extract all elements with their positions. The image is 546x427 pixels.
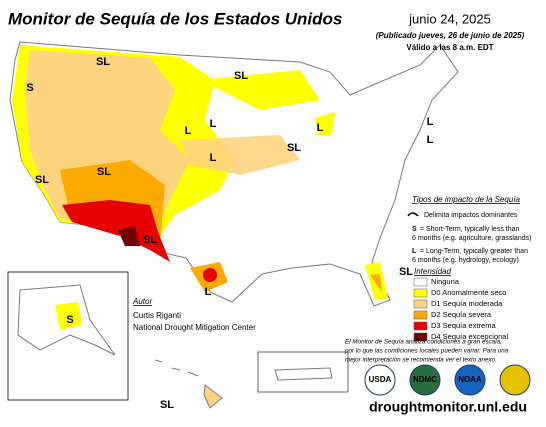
author-org: National Drought Mitigation Center — [133, 323, 256, 332]
long-text: = Long-Term, typically greater than — [420, 248, 528, 255]
short-text: = Short-Term, typically less than — [420, 226, 520, 233]
impact-title: Tipos de impacto de la Sequía — [412, 195, 521, 204]
d0-area — [200, 70, 320, 110]
legend-swatch — [413, 332, 428, 342]
legend-swatch — [413, 321, 428, 331]
hawaii — [154, 359, 223, 409]
d2-area — [370, 274, 382, 292]
logo-text: NOAA — [458, 375, 482, 384]
d1-area — [180, 135, 300, 175]
legend-label: D1 Sequía moderada — [431, 299, 503, 308]
short-text: 6 months (e.g. agriculture, grasslands) — [412, 235, 531, 242]
logo — [499, 364, 531, 396]
d0-area — [55, 302, 82, 330]
map-label: L — [210, 118, 217, 130]
legend-label: D2 Sequía severa — [431, 310, 492, 319]
logo-text: USDA — [369, 375, 392, 384]
intensity-title: Intensidad — [414, 267, 451, 276]
note: por lo que las condiciones locales puede… — [344, 348, 509, 355]
note: El Monitor de Sequía analiza condiciones… — [345, 339, 502, 346]
legend-swatch — [413, 299, 428, 309]
short-key: S — [412, 226, 417, 233]
logo — [364, 364, 396, 396]
map-label: SL — [234, 70, 248, 82]
d3-area — [203, 268, 217, 282]
legend-swatch — [413, 310, 428, 320]
map-label: L — [317, 122, 324, 134]
long-key: L — [412, 248, 417, 255]
impact-boundary: Delimita impactos dominantes — [424, 212, 518, 219]
author-name: Curtis Riganti — [133, 311, 181, 320]
map-label: SL — [287, 142, 301, 154]
map-label: L — [427, 134, 434, 146]
d3-area — [62, 200, 170, 262]
d0-area — [315, 112, 335, 135]
map-label: L — [210, 152, 217, 164]
author-title: Autor — [132, 297, 152, 306]
long-text: 6 months (e.g. hydrology, ecology) — [412, 257, 519, 264]
logo — [454, 364, 486, 396]
legend-label: D0 Anomalmente seco — [431, 288, 506, 297]
url[interactable]: droughtmonitor.unl.edu — [369, 399, 527, 415]
map-label: S — [26, 82, 33, 94]
puerto-rico — [274, 367, 333, 381]
valid: Válido a las 8 a.m. EDT — [406, 43, 493, 52]
date: junio 24, 2025 — [408, 11, 491, 26]
map-label: SL — [143, 234, 157, 246]
map-label: SL — [97, 166, 111, 178]
legend-label: D3 Sequía extrema — [431, 321, 496, 330]
legend-swatch — [413, 277, 428, 287]
map-label: L — [427, 116, 434, 128]
legend-swatch — [413, 288, 428, 298]
legend-label: Ninguna — [431, 277, 460, 286]
logo-text: NDMC — [413, 375, 437, 384]
map-label: SL — [96, 56, 110, 68]
title: Monitor de Sequía de los Estados Unidos — [8, 9, 342, 28]
note: mejor interpretación se recomienda ver e… — [345, 357, 497, 364]
map-label: L — [185, 125, 192, 137]
logo — [409, 364, 441, 396]
boundary-symbol — [407, 212, 419, 217]
map-label: S — [66, 314, 73, 326]
d4-area — [118, 226, 140, 246]
map-label: SL — [35, 174, 49, 186]
map-label: SL — [399, 266, 413, 278]
map-label: L — [205, 286, 212, 298]
published: (Publicado jueves, 26 de junio de 2025) — [376, 31, 525, 40]
map-label: SL — [160, 399, 174, 411]
legend-label: D4 Sequía excepcional — [431, 332, 508, 341]
